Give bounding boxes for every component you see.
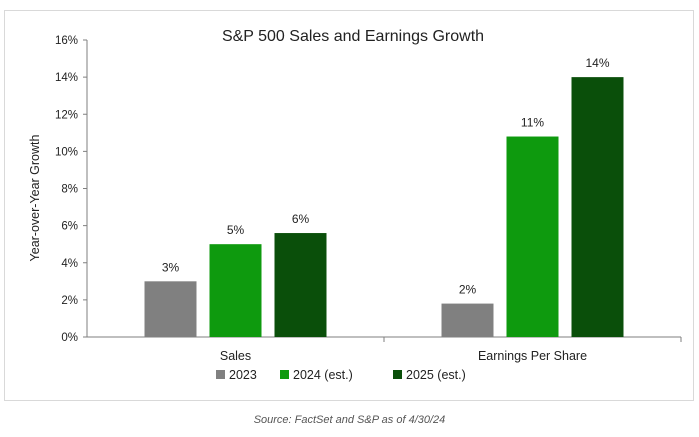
chart: S&P 500 Sales and Earnings Growth Year-o…	[28, 28, 682, 382]
legend-swatch	[280, 370, 289, 379]
x-tick-label: Sales	[220, 349, 251, 363]
y-tick-label: 8%	[61, 184, 78, 196]
y-tick-label: 16%	[55, 35, 78, 47]
bar	[144, 281, 197, 337]
source-note: Source: FactSet and S&P as of 4/30/24	[253, 414, 446, 426]
y-tick-label: 14%	[55, 72, 78, 84]
legend-label: 2023	[229, 368, 257, 382]
data-label: 2%	[459, 283, 477, 297]
data-label: 11%	[521, 116, 544, 130]
y-tick-label: 2%	[61, 295, 78, 307]
data-label: 3%	[162, 260, 180, 274]
legend-label: 2024 (est.)	[293, 368, 353, 382]
y-tick-label: 10%	[55, 146, 78, 158]
chart-frame: S&P 500 Sales and Earnings Growth Year-o…	[4, 10, 694, 401]
legend-label: 2025 (est.)	[406, 368, 466, 382]
y-tick-label: 6%	[61, 221, 78, 233]
data-label: 14%	[585, 56, 609, 70]
y-tick-label: 0%	[61, 332, 78, 344]
y-axis-label: Year-over-Year Growth	[28, 134, 42, 261]
plot-area: 0% 2% 4% 6% 8% 10% 12% 14% 16% 3% 5% 6% Sales 2% 11% 14…	[55, 35, 682, 363]
chart-title: S&P 500 Sales and Earnings Growth	[222, 28, 484, 45]
legend: 2023 2024 (est.) 2025 (est.)	[216, 368, 466, 382]
bar	[506, 136, 559, 337]
bar	[209, 244, 262, 337]
bar	[274, 233, 327, 337]
data-label: 6%	[292, 212, 310, 226]
bar	[441, 303, 494, 337]
legend-swatch	[393, 370, 402, 379]
legend-swatch	[216, 370, 225, 379]
bar	[571, 77, 624, 337]
y-tick-label: 4%	[61, 258, 78, 270]
data-label: 5%	[227, 223, 245, 237]
y-tick-label: 12%	[55, 109, 78, 121]
x-tick-label: Earnings Per Share	[478, 349, 587, 363]
